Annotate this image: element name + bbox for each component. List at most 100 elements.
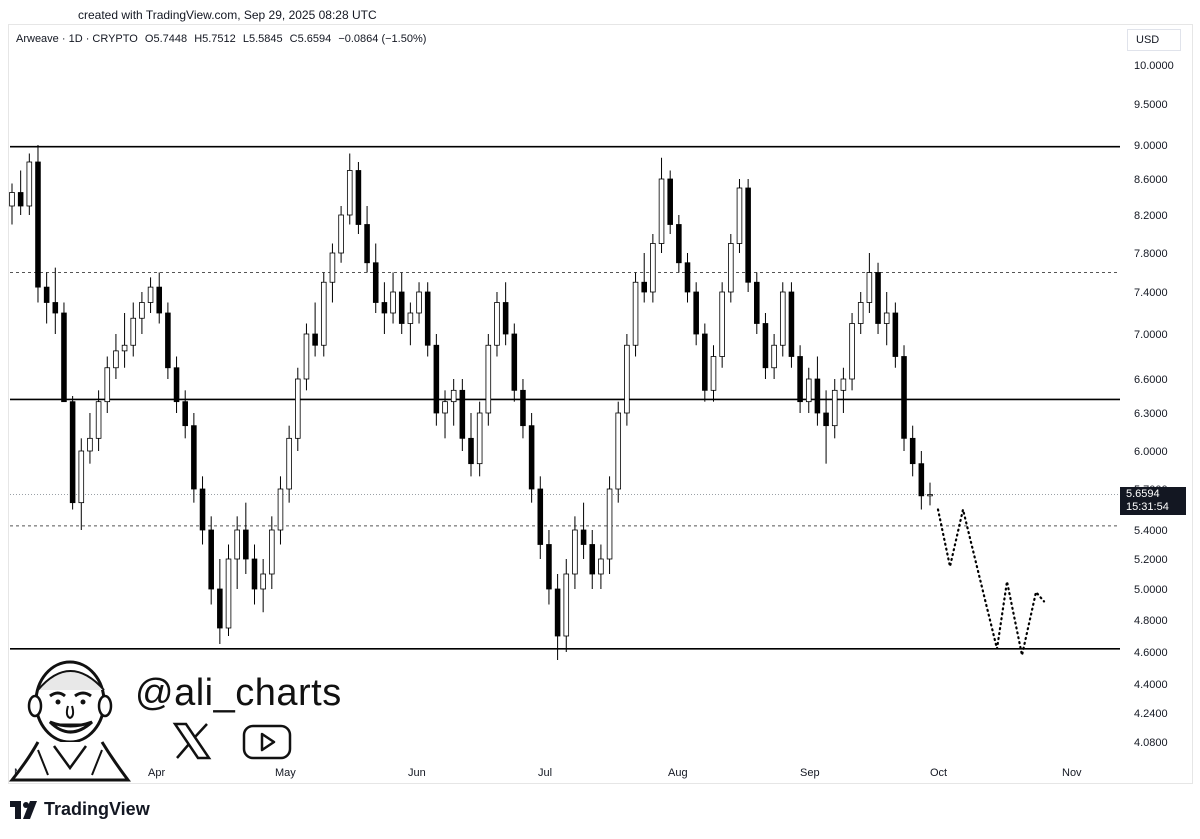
x-tick-label: Jul (538, 767, 552, 779)
candle (35, 145, 41, 303)
tradingview-brand[interactable]: TradingView (10, 799, 150, 820)
y-tick-label: 7.8000 (1134, 248, 1168, 260)
author-handle: @ali_charts (135, 672, 342, 714)
candle (745, 179, 751, 292)
x-logo-icon[interactable] (172, 722, 212, 760)
y-tick-label: 4.0800 (1134, 737, 1168, 749)
candle (797, 345, 803, 413)
candle (312, 302, 318, 357)
tradingview-logo-icon (10, 800, 37, 819)
candle (788, 282, 795, 368)
candle (208, 516, 214, 605)
low-value: L5.5845 (242, 33, 283, 45)
y-tick-label: 5.0000 (1134, 584, 1168, 596)
y-tick-label: 5.2000 (1134, 554, 1168, 566)
y-tick-label: 9.0000 (1134, 140, 1168, 152)
candle (121, 313, 128, 368)
candle (139, 292, 145, 334)
candle (927, 482, 933, 506)
candle (476, 401, 483, 477)
candle (364, 206, 370, 273)
last-price-value: 5.6594 (1126, 488, 1160, 500)
candle (658, 157, 665, 253)
candle (719, 282, 725, 368)
y-tick-label: 10.0000 (1134, 60, 1174, 72)
candle (901, 345, 907, 451)
candle (615, 401, 622, 503)
candle (433, 334, 440, 426)
y-tick-label: 8.2000 (1134, 210, 1168, 222)
candle (537, 476, 544, 559)
created-with-text: created with TradingView.com, Sep 29, 20… (78, 8, 377, 22)
candle (234, 516, 240, 589)
candle (424, 282, 431, 357)
candle (736, 179, 743, 253)
candle (269, 516, 275, 589)
candle (52, 267, 59, 334)
y-tick-label: 5.4000 (1134, 525, 1168, 537)
candle (805, 367, 812, 413)
candle (450, 379, 457, 426)
avatar-caricature-icon (8, 660, 131, 782)
symbol-label: Arweave · 1D · CRYPTO (16, 33, 138, 45)
candle (580, 502, 587, 559)
candle (589, 530, 596, 589)
candle (684, 253, 691, 303)
candle (728, 234, 734, 303)
y-tick-label: 7.0000 (1134, 329, 1168, 341)
candle (381, 282, 388, 334)
y-tick-label: 6.3000 (1134, 408, 1168, 420)
candle (909, 425, 916, 477)
candle (485, 334, 492, 426)
candle (866, 253, 873, 313)
candle (702, 323, 708, 402)
candle (113, 334, 119, 379)
candle (875, 262, 881, 334)
y-tick-label: 9.5000 (1134, 99, 1168, 111)
candle (546, 530, 552, 605)
candle (416, 282, 422, 324)
candle (502, 282, 509, 346)
candle (398, 272, 405, 334)
candle (87, 413, 93, 464)
y-tick-label: 6.6000 (1134, 374, 1168, 386)
currency-selector[interactable]: USD (1127, 29, 1181, 51)
candle (165, 302, 171, 379)
high-value: H5.7512 (194, 33, 236, 45)
candle (442, 390, 448, 439)
candle (572, 516, 578, 589)
candle (771, 334, 777, 379)
candle (892, 302, 899, 368)
candle (225, 544, 232, 636)
x-tick-label: Oct (930, 767, 947, 779)
x-tick-label: Aug (668, 767, 688, 779)
tradingview-text: TradingView (44, 799, 150, 819)
candle (43, 272, 50, 324)
candle (320, 272, 327, 357)
x-tick-label: Jun (408, 767, 426, 779)
candle (329, 243, 336, 303)
candle (338, 206, 344, 263)
candle (372, 243, 379, 313)
candle (69, 396, 76, 510)
candle (251, 544, 258, 605)
candle (147, 277, 154, 313)
candle (459, 379, 466, 451)
candle (814, 356, 821, 426)
candle (650, 234, 656, 303)
close-value: C5.6594 (289, 33, 332, 45)
candle (17, 170, 24, 215)
candle (693, 282, 699, 346)
candle (754, 272, 760, 334)
candle (494, 292, 500, 357)
youtube-icon[interactable] (242, 724, 292, 760)
candle (104, 356, 111, 413)
candle (95, 390, 102, 451)
candle (606, 476, 613, 574)
candle (243, 502, 249, 574)
change-value: −0.0864 (−1.50%) (338, 33, 427, 45)
candle (857, 292, 864, 334)
candle (78, 438, 85, 530)
candle (182, 390, 188, 439)
